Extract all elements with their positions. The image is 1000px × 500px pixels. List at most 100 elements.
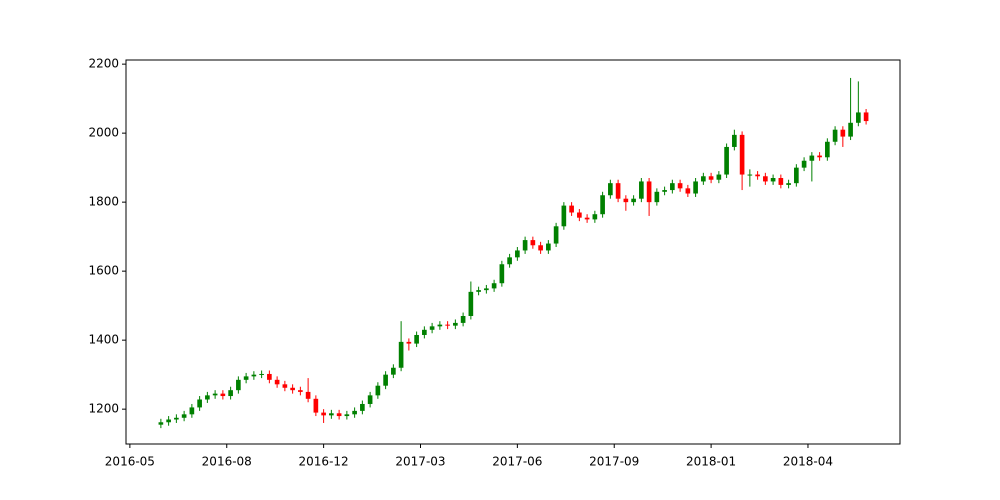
candle-body bbox=[174, 417, 179, 420]
candle-body bbox=[693, 181, 698, 194]
candle-body bbox=[290, 387, 295, 391]
candle-body bbox=[329, 413, 334, 416]
candle-body bbox=[662, 190, 667, 192]
candle-body bbox=[708, 176, 714, 180]
candle-body bbox=[375, 385, 381, 396]
candle-body bbox=[701, 176, 706, 182]
candle-body bbox=[422, 329, 427, 335]
y-tick-label: 1600 bbox=[88, 264, 119, 278]
candle-body bbox=[228, 390, 233, 397]
plot-frame bbox=[125, 59, 901, 445]
candle-body bbox=[189, 407, 195, 415]
candle-body bbox=[236, 379, 241, 391]
y-tick-label: 1400 bbox=[88, 333, 119, 347]
candle-body bbox=[755, 174, 760, 177]
candle-body bbox=[445, 324, 450, 326]
candle-body bbox=[336, 413, 342, 417]
candle-body bbox=[212, 393, 218, 396]
candle-body bbox=[600, 195, 605, 215]
x-tick-label: 2017-03 bbox=[395, 455, 445, 469]
x-tick-label: 2017-06 bbox=[492, 455, 542, 469]
candle-body bbox=[825, 141, 830, 158]
candle-body bbox=[344, 414, 350, 417]
y-tick-label: 2200 bbox=[88, 57, 119, 71]
candle-body bbox=[770, 177, 776, 182]
candle-body bbox=[460, 316, 466, 323]
candle-body bbox=[809, 155, 815, 161]
candle-body bbox=[360, 403, 365, 411]
candle-body bbox=[414, 334, 419, 344]
candle-body bbox=[166, 419, 171, 423]
candle-body bbox=[786, 183, 791, 185]
candle-body bbox=[181, 414, 187, 418]
candle-body bbox=[840, 129, 846, 137]
candle-body bbox=[429, 326, 435, 330]
candle-body bbox=[398, 341, 404, 368]
candle-body bbox=[352, 410, 357, 415]
x-tick-label: 2018-01 bbox=[686, 455, 736, 469]
candle-body bbox=[197, 399, 202, 408]
x-tick-label: 2016-08 bbox=[202, 455, 252, 469]
candle-body bbox=[538, 245, 543, 251]
candle-body bbox=[724, 146, 729, 175]
y-tick-label: 1200 bbox=[88, 402, 119, 416]
candle-body bbox=[856, 112, 861, 123]
candle-body bbox=[274, 379, 280, 385]
candle-body bbox=[817, 155, 822, 158]
candle-body bbox=[507, 257, 512, 265]
candle-body bbox=[251, 374, 257, 377]
candle-body bbox=[298, 390, 303, 392]
candle-body bbox=[553, 226, 559, 244]
candle-body bbox=[484, 288, 489, 291]
candle-body bbox=[383, 374, 388, 386]
candle-body bbox=[158, 422, 164, 425]
candle-body bbox=[794, 167, 799, 184]
candle-body bbox=[499, 264, 505, 284]
candle-body bbox=[453, 322, 458, 326]
candle-body bbox=[577, 212, 582, 218]
candle-body bbox=[685, 188, 691, 194]
candle-body bbox=[623, 198, 629, 203]
candle-body bbox=[732, 134, 737, 147]
candle-body bbox=[848, 122, 853, 137]
candle-body bbox=[220, 393, 226, 397]
candle-body bbox=[716, 174, 722, 180]
candle-body bbox=[406, 341, 412, 344]
candle-body bbox=[778, 177, 784, 185]
candle-body bbox=[615, 183, 621, 199]
candle-body bbox=[592, 214, 598, 220]
candle-body bbox=[259, 373, 264, 375]
candle-body bbox=[639, 181, 644, 199]
candle-body bbox=[476, 290, 481, 292]
candle-body bbox=[267, 373, 272, 380]
candle-body bbox=[367, 395, 373, 404]
candle-body bbox=[243, 376, 249, 380]
candle-body bbox=[530, 240, 536, 246]
candle-body bbox=[654, 191, 660, 203]
x-tick-label: 2017-09 bbox=[589, 455, 639, 469]
candle-body bbox=[468, 291, 474, 316]
candle-body bbox=[801, 160, 807, 168]
candle-body bbox=[313, 398, 319, 413]
candle-body bbox=[491, 283, 497, 289]
candle-body bbox=[522, 240, 528, 251]
candle-body bbox=[546, 243, 551, 251]
x-tick-label: 2016-12 bbox=[299, 455, 349, 469]
candle-body bbox=[305, 391, 311, 399]
candle-body bbox=[515, 250, 520, 258]
candle-body bbox=[391, 367, 396, 375]
candle-body bbox=[739, 134, 745, 175]
x-tick-label: 2018-04 bbox=[783, 455, 833, 469]
candle-body bbox=[569, 205, 574, 213]
candle-body bbox=[205, 395, 210, 400]
candle-body bbox=[437, 324, 443, 327]
candle-body bbox=[646, 181, 652, 203]
y-tick-label: 2000 bbox=[88, 126, 119, 140]
candle-body bbox=[631, 198, 636, 203]
y-tick-label: 1800 bbox=[88, 195, 119, 209]
candle-body bbox=[321, 412, 326, 416]
candle-body bbox=[561, 205, 567, 227]
x-tick-label: 2016-05 bbox=[105, 455, 155, 469]
